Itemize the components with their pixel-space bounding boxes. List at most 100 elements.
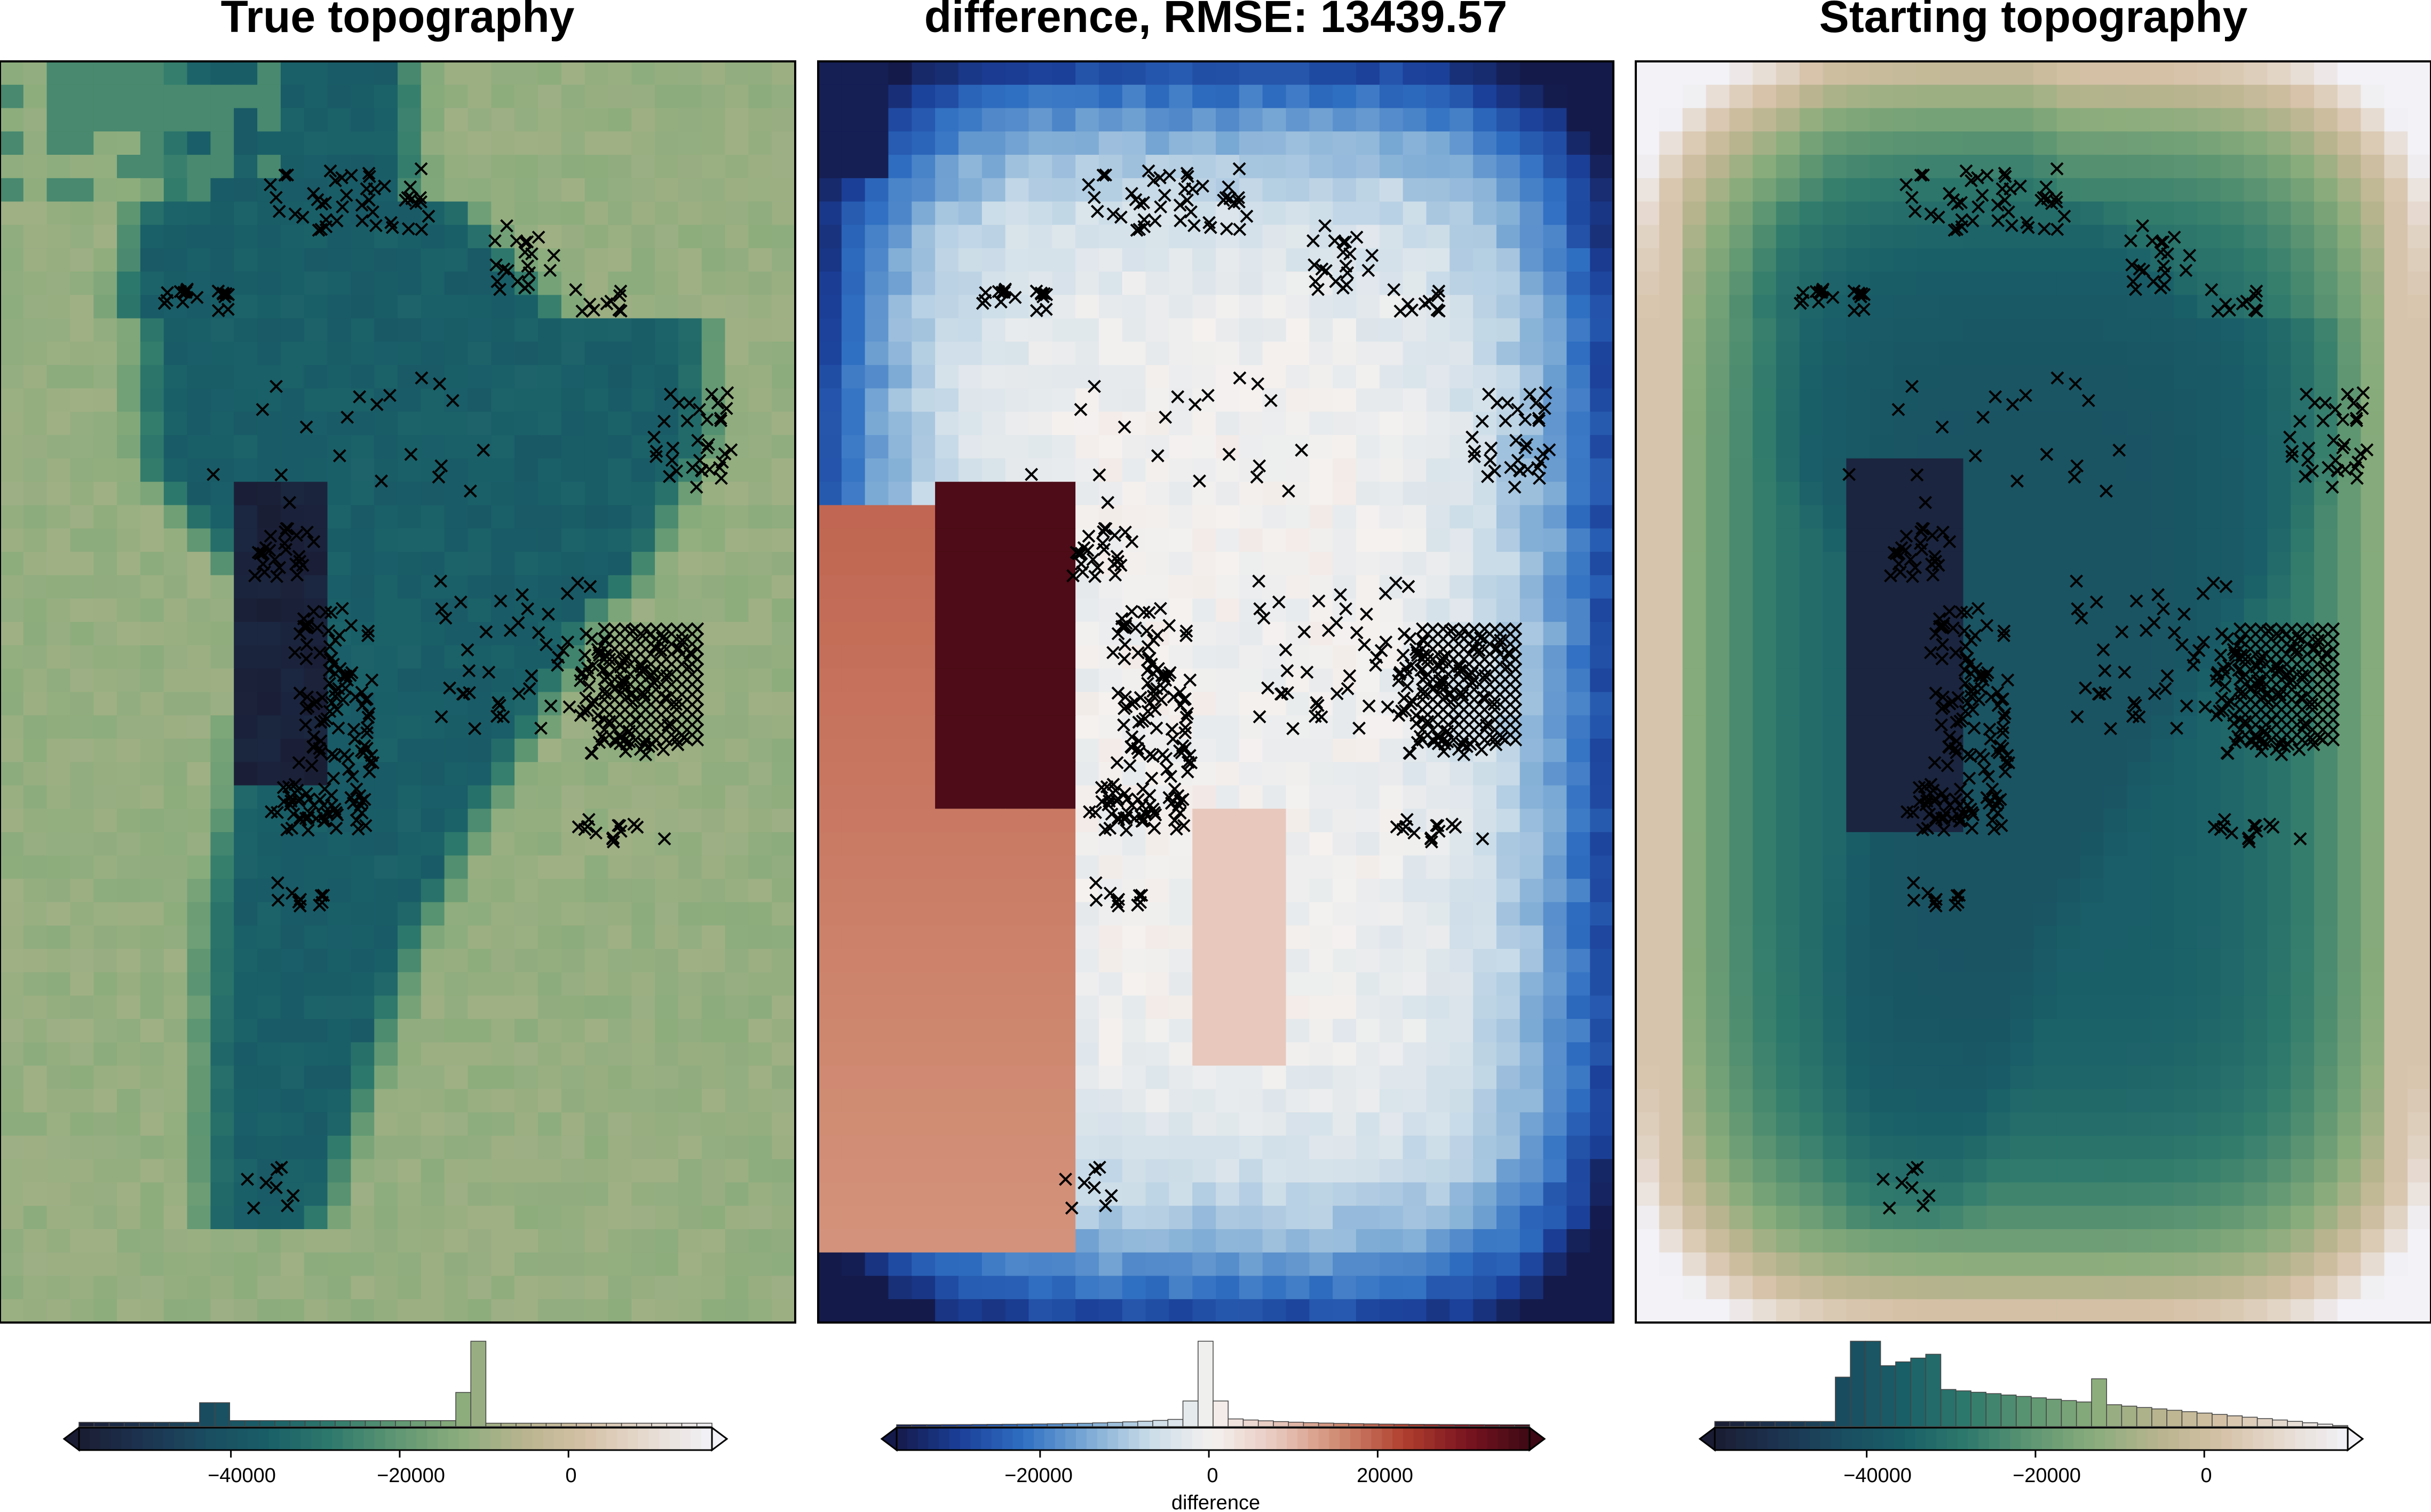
raster-cell — [1028, 1229, 1052, 1253]
raster-cell — [280, 84, 305, 109]
raster-cell — [631, 131, 655, 155]
raster-cell — [1566, 365, 1590, 389]
raster-cell — [351, 902, 375, 926]
raster-cell — [912, 295, 936, 319]
raster-cell — [257, 271, 281, 296]
raster-cell — [23, 248, 47, 272]
raster-cell — [46, 972, 71, 996]
raster-cell — [398, 388, 422, 413]
raster-cell — [1216, 481, 1240, 506]
raster-cell — [841, 575, 866, 599]
data-point-marker — [1178, 182, 1192, 196]
raster-cell — [888, 645, 913, 669]
raster-cell — [444, 785, 469, 810]
raster-cell — [374, 61, 398, 85]
data-point-marker — [1159, 674, 1173, 687]
raster-cell — [234, 832, 258, 856]
raster-cell — [1473, 855, 1497, 880]
raster-cell — [748, 178, 772, 202]
raster-cell — [163, 575, 188, 599]
raster-cell — [888, 225, 913, 249]
raster-cell — [140, 61, 164, 85]
raster-cell — [46, 855, 71, 880]
data-point-marker — [1086, 552, 1100, 566]
raster-cell — [655, 342, 679, 366]
raster-cell — [468, 411, 492, 436]
raster-cell — [537, 762, 562, 786]
data-point-marker — [629, 733, 642, 747]
raster-cell — [0, 1276, 24, 1300]
raster-cell — [187, 878, 211, 903]
raster-cell — [958, 155, 983, 179]
raster-cell — [888, 1229, 913, 1253]
raster-cell — [1239, 225, 1263, 249]
data-point-marker — [1448, 820, 1462, 834]
raster-cell — [0, 225, 24, 249]
raster-cell — [1496, 365, 1521, 389]
raster-cell — [1333, 1135, 1357, 1160]
colorbar-segment — [1044, 1428, 1056, 1450]
raster-cell — [958, 715, 983, 739]
data-point-marker — [1426, 683, 1440, 696]
raster-cell — [1426, 411, 1450, 436]
raster-cell — [1098, 108, 1123, 132]
raster-cell — [1473, 155, 1497, 179]
raster-cell — [1216, 1089, 1240, 1113]
data-point-marker — [597, 693, 611, 707]
raster-cell — [1403, 925, 1427, 949]
raster-cell — [818, 411, 842, 436]
raster-cell — [958, 411, 983, 436]
data-point-marker — [1115, 612, 1129, 626]
raster-cell — [655, 575, 679, 599]
raster-cell — [1192, 1135, 1216, 1160]
raster-cell — [1286, 785, 1310, 810]
data-point-marker — [608, 693, 622, 707]
raster-cell — [1450, 411, 1474, 436]
raster-cell — [655, 295, 679, 319]
raster-cell — [912, 131, 936, 155]
histogram-bar — [139, 1422, 155, 1427]
histogram-bar — [184, 1422, 200, 1427]
raster-cell — [701, 878, 726, 903]
raster-cell — [444, 318, 469, 342]
raster-cell — [772, 1206, 795, 1230]
raster-cell — [1028, 1135, 1052, 1160]
data-point-marker — [361, 710, 375, 724]
raster-cell — [1403, 1019, 1427, 1043]
raster-cell — [1052, 785, 1076, 810]
raster-cell — [1333, 178, 1357, 202]
data-point-marker — [649, 713, 663, 726]
colorbar-segment — [991, 1428, 1003, 1450]
raster-cell — [537, 388, 562, 413]
data-point-marker — [300, 525, 314, 539]
data-point-marker — [1146, 174, 1160, 187]
raster-cell — [514, 1112, 539, 1136]
raster-cell — [701, 1089, 726, 1113]
raster-cell — [444, 1135, 469, 1160]
raster-cell — [584, 785, 609, 810]
data-point-marker — [574, 708, 588, 722]
raster-cell — [327, 575, 352, 599]
raster-cell — [888, 855, 913, 880]
raster-cell — [631, 1089, 655, 1113]
raster-cell — [468, 1112, 492, 1136]
raster-cell — [865, 715, 889, 739]
histogram-bar — [516, 1422, 532, 1427]
raster-cell — [257, 948, 281, 973]
data-point-marker — [608, 652, 622, 666]
data-point-marker — [296, 210, 310, 224]
raster-cell — [210, 201, 234, 226]
data-point-marker — [575, 304, 589, 318]
raster-cell — [1239, 995, 1263, 1019]
data-point-marker — [1436, 703, 1450, 716]
data-point-marker — [1142, 606, 1156, 620]
raster-cell — [234, 1042, 258, 1066]
raster-cell — [725, 1159, 749, 1183]
raster-cell — [631, 1299, 655, 1323]
colorbar-segment — [928, 1428, 939, 1450]
colorbar-segment — [960, 1428, 971, 1450]
raster-cell — [912, 178, 936, 202]
raster-cell — [187, 1252, 211, 1277]
raster-cell — [163, 972, 188, 996]
raster-cell — [1426, 598, 1450, 623]
